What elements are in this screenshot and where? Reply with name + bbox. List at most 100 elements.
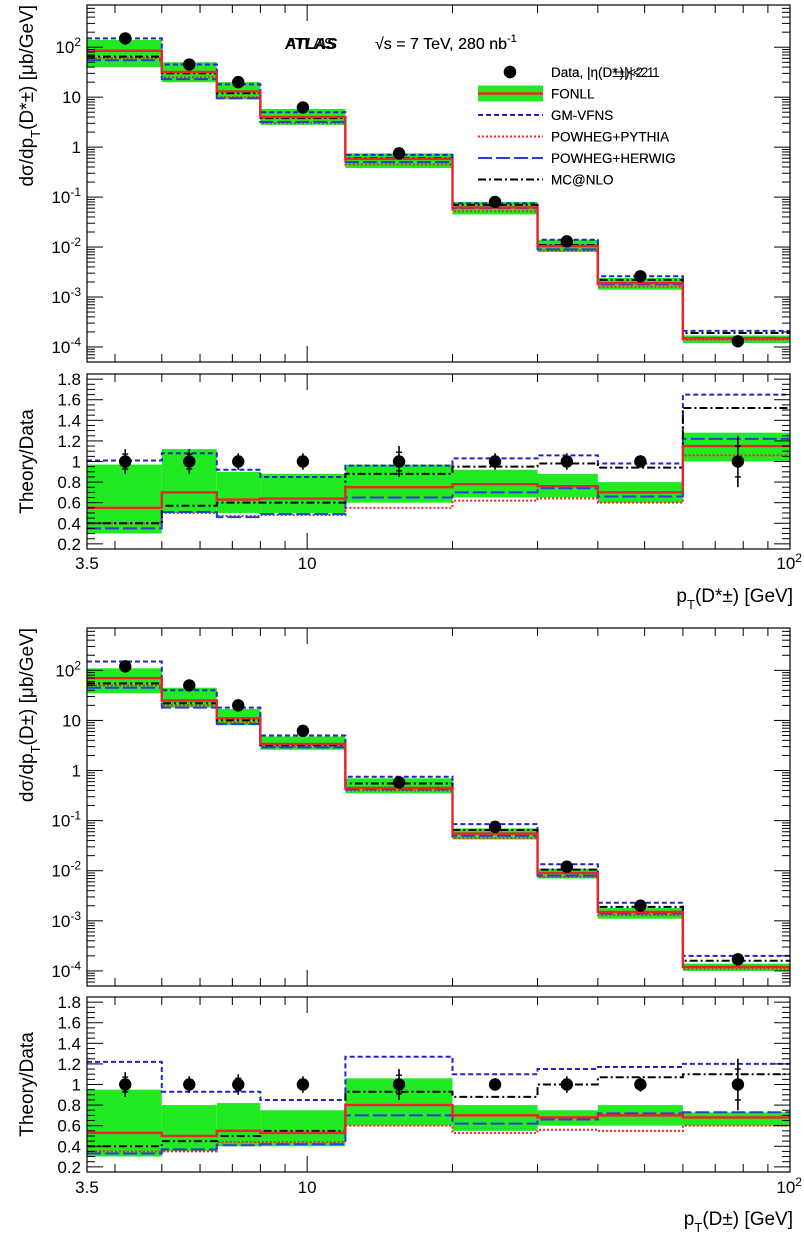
series-line-gm-vfns [87, 37, 790, 332]
ratio-data-point [232, 455, 245, 468]
ratio-fonll-band-bin [682, 1112, 790, 1126]
ratio-data-point [731, 455, 745, 468]
energy-label: √s = 7 TeV, 280 nb-1 [375, 33, 517, 53]
series-line-powheg-pythia [87, 57, 790, 341]
ratio-data-point [392, 455, 406, 468]
ratio-y-tick-label: 0.8 [57, 473, 81, 492]
y-tick-label: 10-1 [51, 185, 81, 207]
ratio-fonll-band-bin [216, 471, 261, 513]
ratio-y-tick-label: 0.4 [57, 514, 81, 533]
ratio-y-tick-label: 1.6 [57, 391, 81, 410]
y-axis-title: dσ/dpT(D*±) [μb/GeV] [17, 5, 43, 187]
ratio-y-tick-label: 1.6 [57, 1014, 81, 1033]
atlas-label: ATLAS [285, 36, 335, 53]
series-line-mc-nlo [87, 682, 790, 962]
ratio-line-powheg-herwig [87, 437, 790, 530]
ratio-y-tick-label: 1.2 [57, 1055, 81, 1074]
ratio-data-point [119, 455, 132, 468]
data-point [232, 75, 245, 89]
ratio-y-tick-label: 1.8 [57, 993, 81, 1012]
ratio-data-point [296, 1078, 310, 1091]
y-tick-label: 10-1 [51, 809, 81, 831]
data-point [296, 724, 310, 738]
ratio-data-point [183, 455, 196, 468]
main-plot-area [87, 32, 790, 348]
ratio-data-point [183, 1078, 196, 1091]
ratio-fonll-band-bin [260, 1110, 346, 1147]
ratio-axis-title: Theory/Data [17, 409, 38, 514]
legend-data-label: Data, |η(D*±)|<2.1 [551, 65, 660, 80]
chart-panel-top: 102 10 1 10-1 10-2 10-3 10-4 ATLAS √s = 7 TeV, 2… [17, 4, 802, 612]
y-axis-title: dσ/dpT(D±) [μb/GeV] [17, 628, 43, 802]
series-line-fonll [87, 676, 790, 969]
main-frame [86, 4, 791, 363]
y-tick-label: 1 [72, 762, 81, 781]
ratio-y-tick-label: 1.2 [57, 432, 81, 451]
data-point [119, 660, 132, 673]
data-point [296, 101, 310, 114]
ratio-data-point [560, 455, 574, 468]
y-tick-label: 102 [55, 658, 81, 680]
ratio-fonll-band-bin [161, 1105, 217, 1152]
legend-label: GM-VFNS [551, 108, 613, 123]
y-tick-label: 102 [55, 35, 81, 57]
chart-panel-bottom: 102 10 1 10-1 10-2 10-3 10-4 ATLAS √s = 7 TeV, 2… [17, 33, 802, 1235]
main-plot-area [87, 660, 790, 971]
ratio-data-point [488, 1078, 502, 1091]
data-point [392, 147, 406, 160]
y-tick-label: 10-4 [51, 959, 81, 981]
ratio-y-tick-label: 1 [72, 1076, 81, 1095]
series-line-powheg-herwig [87, 59, 790, 340]
ratio-plot: 0.2 0.40.6 0.81 1.2 1.41.6 1.8 3.5 10 102 Theory/… [17, 370, 802, 612]
ratio-data-point [232, 1078, 245, 1091]
x-axis-title: pT(D*±) [GeV] [676, 586, 793, 612]
ratio-y-tick-label: 0.2 [57, 1158, 81, 1177]
main-plot: 102 10 1 10-1 10-2 10-3 10-4 ATLAS √s = 7 TeV, 2… [17, 33, 791, 987]
data-point [634, 270, 647, 283]
ratio-y-tick-label: 1.8 [57, 370, 81, 389]
data-point [731, 335, 745, 348]
data-point [560, 860, 574, 873]
ratio-y-tick-label: 0.2 [57, 535, 81, 554]
energy-label: √s = 7 TeV, 280 nb-1 [375, 33, 517, 53]
ratio-line-fonll [87, 1103, 790, 1138]
ratio-axis-title: Theory/Data [17, 1032, 38, 1137]
x-tick-label: 3.5 [75, 554, 99, 573]
legend-data-marker [503, 65, 517, 79]
ratio-fonll-band-bin [87, 464, 162, 534]
series-line-fonll [87, 49, 790, 340]
ratio-line-powheg-pythia [87, 454, 790, 525]
data-point [183, 679, 196, 692]
legend-label: POWHEG+PYTHIA [551, 130, 669, 145]
x-tick-label: 102 [776, 551, 802, 573]
ratio-y-tick-label: 1.4 [57, 1034, 81, 1053]
ratio-plot-area [87, 393, 790, 534]
ratio-data-point [634, 455, 647, 468]
series-line-powheg-pythia [87, 684, 790, 970]
x-tick-label: 10 [298, 554, 317, 573]
x-tick-label: 3.5 [75, 1178, 99, 1197]
y-tick-label: 10-3 [51, 285, 81, 307]
legend-label: MC@NLO [551, 173, 613, 188]
ratio-data-point [488, 455, 502, 468]
data-point [119, 32, 132, 45]
ratio-data-point [296, 455, 310, 468]
ratio-fonll-band-bin [216, 1103, 261, 1147]
ratio-y-tick-label: 0.8 [57, 1096, 81, 1115]
series-line-mc-nlo [87, 55, 790, 335]
data-point [392, 776, 406, 789]
ratio-line-mc-nlo [87, 1073, 790, 1148]
ratio-y-tick-label: 1.4 [57, 411, 81, 430]
y-tick-label: 1 [72, 138, 81, 157]
ratio-data-point [119, 1078, 132, 1091]
legend-label: POWHEG+PYTHIA [551, 130, 669, 145]
legend: Data, |η(D±)|<2.1 FONLL GM-VFNS POWHEG+PYTH… [478, 65, 676, 188]
legend-label: FONLL [551, 87, 595, 102]
ratio-line-mc-nlo [87, 406, 790, 525]
ratio-y-tick-label: 1 [72, 453, 81, 472]
ratio-fonll-band-bin [260, 473, 346, 513]
legend-label: POWHEG+HERWIG [551, 151, 676, 166]
main-frame [86, 627, 791, 987]
ratio-y-tick-label: 0.6 [57, 1117, 81, 1136]
